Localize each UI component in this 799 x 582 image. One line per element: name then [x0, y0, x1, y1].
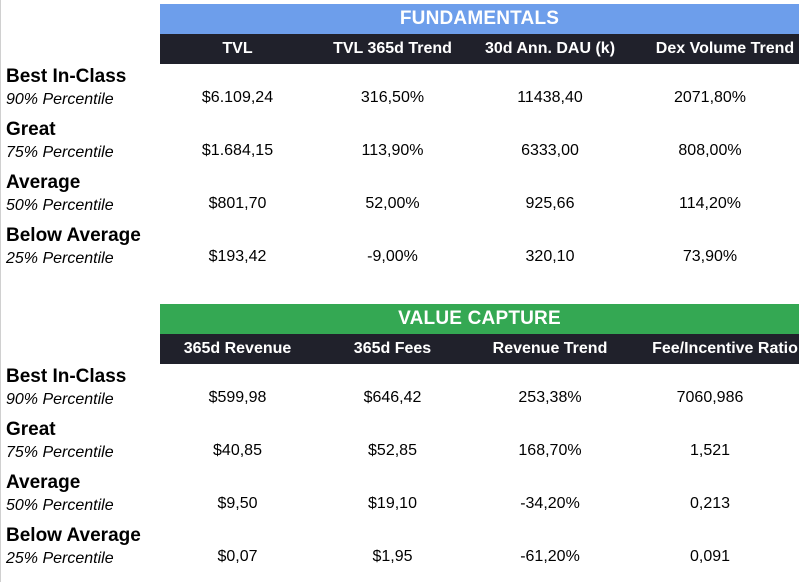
column-header-dex-volume-trend[interactable]: Dex Volume Trend [655, 40, 795, 57]
value-capture-column-header: 365d Revenue 365d Fees Revenue Trend Fee… [160, 334, 799, 364]
table-cell[interactable]: -34,20% [520, 495, 580, 512]
table-cell[interactable]: $52,85 [368, 442, 417, 459]
table-cell[interactable]: $801,70 [208, 195, 267, 212]
tier-label: Average [6, 172, 81, 193]
table-cell[interactable]: 925,66 [525, 195, 575, 212]
table-row: Best In-Class 90% Percentile $599,98 $64… [0, 366, 799, 419]
table-cell[interactable]: $40,85 [213, 442, 262, 459]
column-header-tvl-trend[interactable]: TVL 365d Trend [333, 40, 452, 57]
table-cell[interactable]: 1,521 [689, 442, 731, 459]
table-row: Best In-Class 90% Percentile $6.109,24 3… [0, 66, 799, 119]
column-header-fee-incentive-ratio[interactable]: Fee/Incentive Ratio [652, 340, 798, 357]
table-cell[interactable]: 0,213 [689, 495, 731, 512]
column-header-fees[interactable]: 365d Fees [353, 340, 432, 357]
table-cell[interactable]: $1.684,15 [201, 142, 274, 159]
table-cell[interactable]: 73,90% [682, 248, 738, 265]
percentile-label: 50% Percentile [6, 197, 114, 214]
table-cell[interactable]: $6.109,24 [201, 89, 274, 106]
table-cell[interactable]: -9,00% [367, 248, 418, 265]
tier-label: Below Average [6, 525, 141, 546]
table-row: Average 50% Percentile $801,70 52,00% 92… [0, 172, 799, 225]
table-cell[interactable]: $0,07 [217, 548, 258, 565]
table-cell[interactable]: $646,42 [363, 389, 422, 406]
table-cell[interactable]: $599,98 [208, 389, 267, 406]
table-cell[interactable]: 11438,40 [517, 89, 583, 106]
table-cell[interactable]: $9,50 [217, 495, 258, 512]
fundamentals-title: FUNDAMENTALS [160, 4, 799, 34]
percentile-label: 25% Percentile [6, 250, 114, 267]
table-cell[interactable]: 2071,80% [673, 89, 747, 106]
table-cell[interactable]: 253,38% [518, 389, 582, 406]
table-cell[interactable]: 0,091 [689, 548, 731, 565]
table-row: Below Average 25% Percentile $0,07 $1,95… [0, 525, 799, 578]
table-row: Below Average 25% Percentile $193,42 -9,… [0, 225, 799, 278]
table-cell[interactable]: 52,00% [365, 195, 420, 212]
table-cell[interactable]: 6333,00 [521, 142, 579, 159]
table-cell[interactable]: -61,20% [520, 548, 580, 565]
table-cell[interactable]: 168,70% [518, 442, 582, 459]
tier-label: Great [6, 419, 56, 440]
tier-label: Best In-Class [6, 366, 127, 387]
table-cell[interactable]: $193,42 [208, 248, 267, 265]
table-row: Great 75% Percentile $1.684,15 113,90% 6… [0, 119, 799, 172]
left-border [0, 0, 1, 582]
fundamentals-column-header: TVL TVL 365d Trend 30d Ann. DAU (k) Dex … [160, 34, 799, 64]
table-cell[interactable]: 114,20% [679, 195, 741, 212]
percentile-label: 50% Percentile [6, 497, 114, 514]
percentile-label: 75% Percentile [6, 144, 114, 161]
value-capture-title: VALUE CAPTURE [160, 304, 799, 334]
percentile-label: 90% Percentile [6, 391, 114, 408]
percentile-label: 90% Percentile [6, 91, 114, 108]
tier-label: Best In-Class [6, 66, 127, 87]
column-header-revenue[interactable]: 365d Revenue [183, 340, 292, 357]
tier-label: Below Average [6, 225, 141, 246]
column-header-dau[interactable]: 30d Ann. DAU (k) [484, 40, 616, 57]
table-cell[interactable]: $1,95 [372, 548, 413, 565]
table-cell[interactable]: 7060,986 [676, 389, 744, 406]
table-cell[interactable]: 320,10 [525, 248, 575, 265]
table-cell[interactable]: 808,00% [678, 142, 742, 159]
percentile-label: 25% Percentile [6, 550, 114, 567]
tier-label: Great [6, 119, 56, 140]
table-cell[interactable]: $19,10 [368, 495, 417, 512]
table-row: Great 75% Percentile $40,85 $52,85 168,7… [0, 419, 799, 472]
percentile-label: 75% Percentile [6, 444, 114, 461]
table-row: Average 50% Percentile $9,50 $19,10 -34,… [0, 472, 799, 525]
table-cell[interactable]: 113,90% [361, 142, 424, 159]
tier-label: Average [6, 472, 81, 493]
column-header-tvl[interactable]: TVL [222, 40, 253, 57]
column-header-revenue-trend[interactable]: Revenue Trend [492, 340, 608, 357]
table-cell[interactable]: 316,50% [360, 89, 425, 106]
